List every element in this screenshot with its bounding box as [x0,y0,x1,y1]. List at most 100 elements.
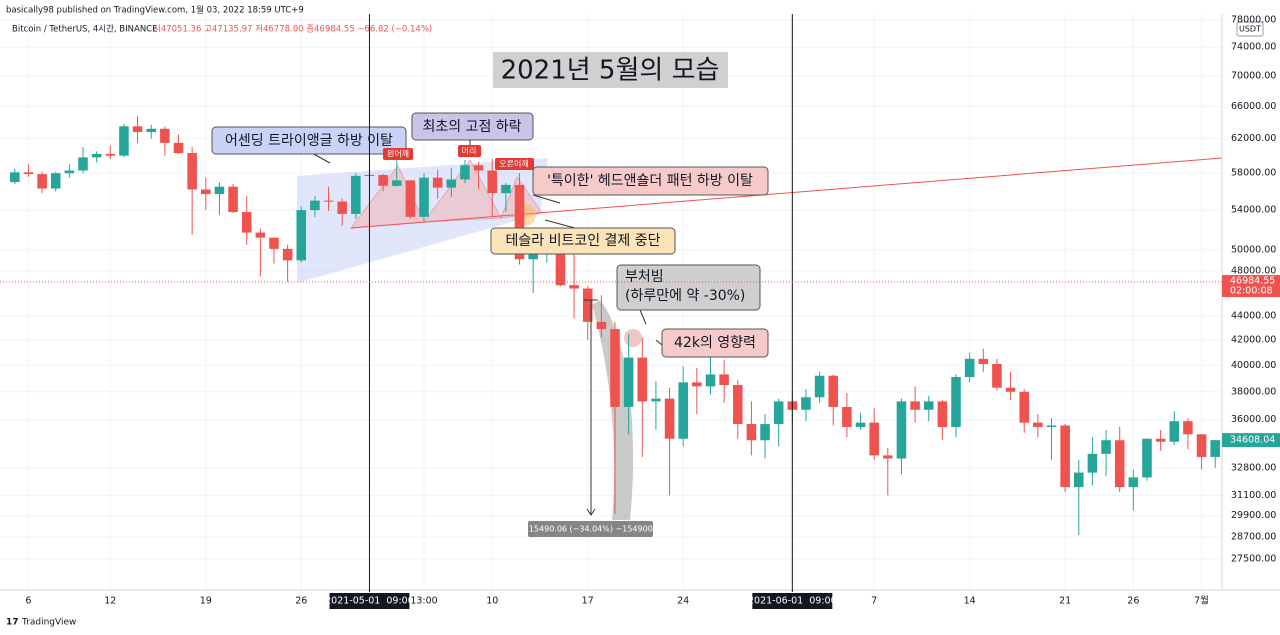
candle-body [1155,438,1166,442]
logo: 17 [6,618,19,628]
candle-body [1033,422,1043,427]
candle-body [1087,453,1098,473]
candle-body [910,401,920,410]
candle-body [10,172,20,183]
y-tick-label: 38000.00 [1231,386,1276,397]
candle-body [801,397,811,410]
candle-body [255,232,266,238]
x-tick-label: 2021-05-01 09:00 [325,596,414,607]
x-tick-label: 26 [1127,596,1139,607]
close-tag-value: 34608.04 [1230,435,1275,446]
candle-body [50,173,61,189]
candle-body [678,382,688,439]
chart-title: 2021년 5월의 모습 [501,56,720,86]
note: 어센딩 트라이앵글 하방 이탈 [225,133,393,149]
candle-body [391,180,402,186]
y-tick-label: 27500.00 [1231,553,1276,564]
note: '특이한' 헤드앤숄더 패턴 하방 이탈 [547,173,753,189]
candle-body [282,248,293,261]
candle-body [923,401,934,410]
tag: 오른어깨 [499,159,528,169]
candle-body [405,180,416,217]
candle-body [91,153,102,158]
candle-body [132,126,143,133]
note-box [616,264,761,311]
candle-body [569,285,579,289]
tag: 왼어깨 [387,149,409,159]
y-tick-label: 62000.00 [1231,133,1276,144]
candle-body [241,212,252,233]
x-tick-label: 19 [200,596,212,607]
candle-body [1183,421,1193,435]
candle-body [705,374,716,387]
y-tick-label: 58000.00 [1231,168,1276,179]
x-tick-label: 24 [677,596,689,607]
x-tick-label: 7 [871,596,877,607]
note-box [211,126,407,155]
candle-body [773,401,784,425]
candle-body [228,186,238,213]
candle-body [1046,425,1057,427]
candle-body [582,288,593,322]
candle-body [1169,421,1180,442]
candle-body [351,175,361,214]
tag-box [495,158,534,170]
x-tick-label: 21 [1059,596,1071,607]
candle-body [432,177,443,188]
x-tick-label: 14 [964,596,976,607]
close-tag [1222,433,1280,448]
price-tag-value: 46984.55 [1230,276,1275,287]
y-tick-label: 54000.00 [1231,205,1276,216]
note: 부처빔 [625,269,664,285]
candle-body [964,358,975,378]
candle-body [760,424,770,441]
note-box [532,166,769,196]
y-tick-label: 44000.00 [1231,310,1276,321]
y-tick-label: 42000.00 [1231,335,1276,346]
candle-body [23,172,34,175]
candle-body [1060,425,1070,488]
y-tick-label: 31100.00 [1231,490,1276,501]
currency-box [1236,21,1264,37]
candle-body [855,422,866,427]
candle-body [1005,387,1016,392]
date-box [752,593,833,609]
candle-body [173,142,184,154]
candle-body [146,128,156,133]
tag-box [458,145,481,157]
neckline [350,157,1223,229]
candle-body [651,398,661,402]
y-tick-label: 32800.00 [1231,462,1276,473]
candle-body [160,128,170,143]
candle-body [64,170,75,174]
currency: USDT [1239,25,1261,34]
candle-body [869,422,879,456]
candle-body [719,374,729,386]
connector [639,309,647,325]
note-box [411,112,534,141]
price-tag-countdown: 02:00:08 [1230,286,1273,297]
candle-body [37,174,47,189]
measure-label: −15490.06 (−34.04%) −1549006 [522,525,658,534]
candle-body [528,253,538,260]
tag: 머리 [462,147,477,156]
date-box [329,593,410,609]
x-tick-label: 2021-06-01 09:00 [748,596,837,607]
candle-body [310,200,320,211]
candle-body [446,179,457,188]
measure-box [528,521,653,537]
y-tick-label: 48000.00 [1231,266,1276,277]
candle-body [105,153,116,156]
published: basically98 published on TradingView.com… [6,5,304,16]
ohlc: 시47051.36 고47135.97 저46778.00 종46984.55 … [153,25,432,35]
candle-body [814,375,825,398]
y-tick-label: 50000.00 [1231,244,1276,255]
candle-body [951,377,961,427]
candle-body [978,358,989,364]
candle-body [201,189,211,195]
candle-body [487,170,498,194]
measure-arrow-head [586,508,596,516]
candle-body [296,210,307,261]
